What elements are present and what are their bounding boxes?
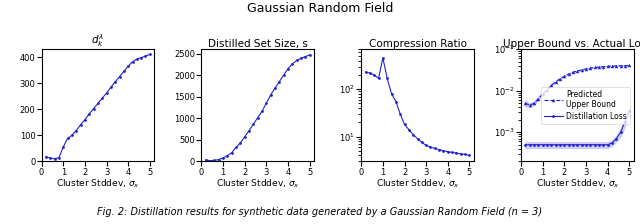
Distillation Loss bbox=[565, 143, 573, 146]
Predicted
Upper Bound bbox=[608, 65, 616, 67]
X-axis label: Cluster Stddev, $\sigma_x$: Cluster Stddev, $\sigma_x$ bbox=[56, 178, 140, 190]
Predicted
Upper Bound bbox=[595, 66, 603, 68]
Distillation Loss bbox=[617, 131, 625, 134]
Distillation Loss bbox=[591, 143, 598, 146]
Distillation Loss bbox=[608, 142, 616, 144]
Predicted
Upper Bound bbox=[573, 70, 581, 72]
Distillation Loss bbox=[621, 120, 628, 123]
Text: Fig. 2: Distillation results for synthetic data generated by a Gaussian Random F: Fig. 2: Distillation results for synthet… bbox=[97, 207, 543, 217]
Distillation Loss bbox=[578, 143, 586, 146]
Predicted
Upper Bound bbox=[547, 84, 555, 87]
Line: Predicted
Upper Bound: Predicted Upper Bound bbox=[524, 64, 631, 107]
Distillation Loss bbox=[612, 137, 620, 140]
Distillation Loss bbox=[573, 143, 581, 146]
Distillation Loss bbox=[539, 143, 547, 146]
Predicted
Upper Bound bbox=[586, 67, 594, 69]
Distillation Loss bbox=[582, 143, 590, 146]
Predicted
Upper Bound bbox=[569, 71, 577, 73]
Distillation Loss bbox=[547, 143, 555, 146]
Legend: Predicted
Upper Bound, Distillation Loss: Predicted Upper Bound, Distillation Loss bbox=[541, 87, 630, 124]
Distillation Loss bbox=[530, 143, 538, 146]
Distillation Loss bbox=[534, 143, 542, 146]
Distillation Loss bbox=[600, 143, 607, 146]
Distillation Loss bbox=[604, 143, 611, 146]
Distillation Loss bbox=[552, 143, 559, 146]
Distillation Loss bbox=[543, 143, 551, 146]
Predicted
Upper Bound bbox=[526, 104, 534, 107]
Title: Upper Bound vs. Actual Loss: Upper Bound vs. Actual Loss bbox=[503, 39, 640, 49]
Predicted
Upper Bound bbox=[604, 65, 611, 68]
Line: Distillation Loss: Distillation Loss bbox=[524, 110, 630, 146]
Distillation Loss bbox=[556, 143, 564, 146]
Distillation Loss bbox=[522, 143, 529, 146]
Distillation Loss bbox=[586, 143, 594, 146]
Predicted
Upper Bound bbox=[530, 102, 538, 105]
Distillation Loss bbox=[526, 143, 534, 146]
Text: Gaussian Random Field: Gaussian Random Field bbox=[247, 2, 393, 15]
Distillation Loss bbox=[595, 143, 603, 146]
Predicted
Upper Bound bbox=[522, 102, 529, 105]
Title: $d_k^\lambda$: $d_k^\lambda$ bbox=[92, 32, 104, 49]
Predicted
Upper Bound bbox=[534, 97, 542, 100]
Predicted
Upper Bound bbox=[625, 64, 633, 67]
Title: Distilled Set Size, s: Distilled Set Size, s bbox=[208, 39, 308, 49]
Predicted
Upper Bound bbox=[621, 64, 628, 67]
X-axis label: Cluster Stddev, $\sigma_x$: Cluster Stddev, $\sigma_x$ bbox=[216, 178, 300, 190]
Predicted
Upper Bound bbox=[556, 78, 564, 80]
Predicted
Upper Bound bbox=[561, 75, 568, 78]
Predicted
Upper Bound bbox=[565, 73, 573, 75]
Predicted
Upper Bound bbox=[552, 80, 559, 83]
Predicted
Upper Bound bbox=[617, 65, 625, 67]
Predicted
Upper Bound bbox=[591, 66, 598, 69]
Distillation Loss bbox=[569, 143, 577, 146]
Predicted
Upper Bound bbox=[539, 92, 547, 95]
X-axis label: Cluster Stddev, $\sigma_x$: Cluster Stddev, $\sigma_x$ bbox=[536, 178, 619, 190]
Distillation Loss bbox=[625, 110, 633, 113]
Predicted
Upper Bound bbox=[543, 88, 551, 91]
Predicted
Upper Bound bbox=[582, 67, 590, 70]
Predicted
Upper Bound bbox=[578, 69, 586, 71]
Predicted
Upper Bound bbox=[600, 65, 607, 68]
Distillation Loss bbox=[561, 143, 568, 146]
Predicted
Upper Bound bbox=[612, 65, 620, 67]
Title: Compression Ratio: Compression Ratio bbox=[369, 39, 467, 49]
X-axis label: Cluster Stddev, $\sigma_x$: Cluster Stddev, $\sigma_x$ bbox=[376, 178, 460, 190]
